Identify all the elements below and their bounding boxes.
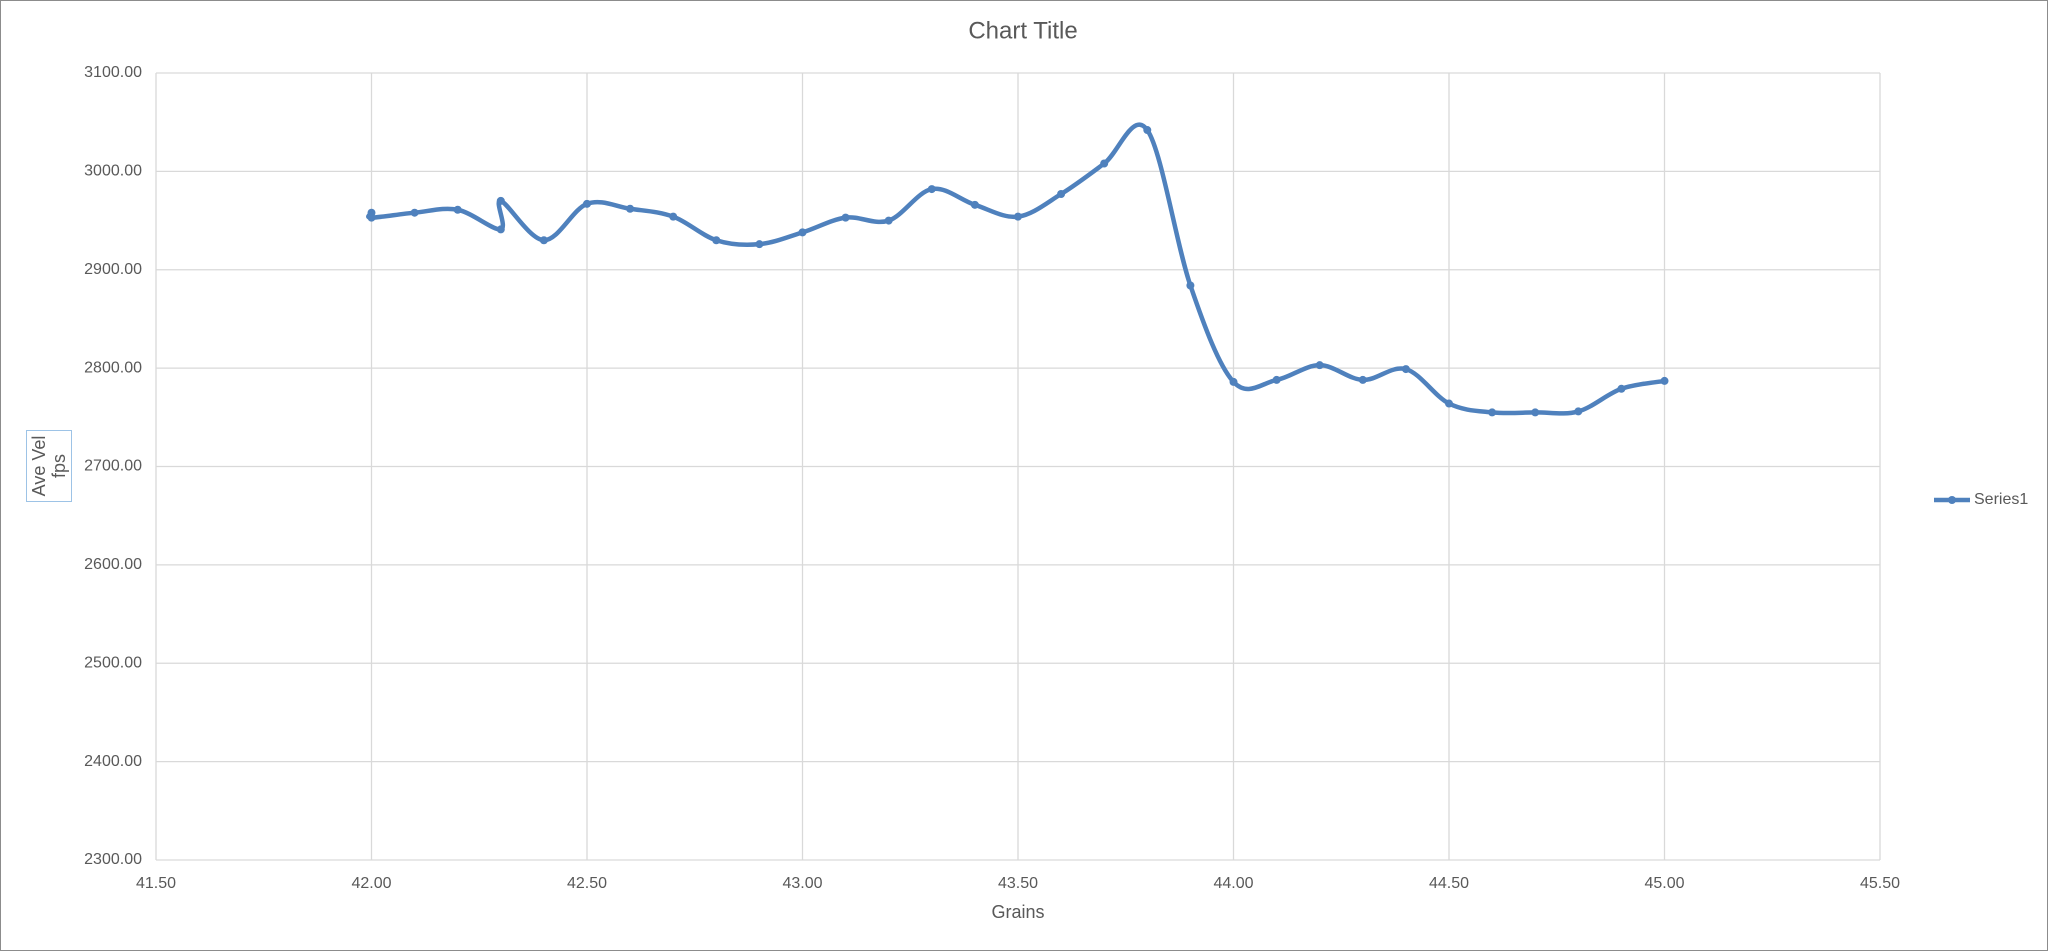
x-tick-label: 41.50 bbox=[136, 875, 176, 892]
legend-marker bbox=[1948, 496, 1956, 504]
data-point bbox=[1445, 399, 1453, 408]
data-point bbox=[410, 208, 419, 217]
data-point bbox=[1358, 375, 1367, 384]
data-point bbox=[1401, 365, 1410, 374]
y-tick-label: 3100.00 bbox=[84, 64, 142, 81]
data-point bbox=[496, 225, 505, 234]
data-point bbox=[712, 236, 721, 245]
data-point bbox=[1488, 408, 1497, 417]
data-point bbox=[970, 200, 979, 209]
x-tick-label: 43.50 bbox=[998, 875, 1038, 892]
y-tick-label: 2900.00 bbox=[84, 261, 142, 278]
data-point bbox=[1617, 384, 1626, 393]
chart-title: Chart Title bbox=[968, 17, 1077, 44]
y-tick-label: 3000.00 bbox=[84, 163, 142, 180]
x-tick-label: 45.00 bbox=[1644, 875, 1684, 892]
data-point bbox=[798, 228, 807, 237]
x-axis-title: Grains bbox=[991, 902, 1044, 922]
data-point bbox=[1574, 407, 1583, 416]
data-point bbox=[1100, 159, 1109, 168]
x-tick-label: 42.50 bbox=[567, 875, 607, 892]
data-point bbox=[367, 213, 376, 222]
data-point bbox=[626, 204, 635, 213]
data-point bbox=[453, 205, 462, 214]
data-point bbox=[927, 185, 936, 194]
y-tick-label: 2700.00 bbox=[84, 458, 142, 475]
y-axis-title: Ave Vel fps bbox=[26, 430, 72, 502]
x-tick-label: 45.50 bbox=[1860, 875, 1900, 892]
y-tick-label: 2300.00 bbox=[84, 851, 142, 868]
series-line bbox=[366, 122, 1665, 416]
x-tick-label: 42.00 bbox=[351, 875, 391, 892]
data-point bbox=[1660, 376, 1669, 385]
data-point bbox=[1229, 377, 1238, 386]
data-point bbox=[1143, 126, 1152, 135]
x-tick-label: 44.50 bbox=[1429, 875, 1469, 892]
data-point bbox=[841, 213, 850, 222]
x-tick-label: 43.00 bbox=[782, 875, 822, 892]
data-point bbox=[669, 212, 678, 221]
data-point bbox=[1014, 212, 1022, 221]
x-tick-label: 44.00 bbox=[1213, 875, 1253, 892]
data-point bbox=[1057, 190, 1066, 199]
data-point bbox=[1186, 281, 1195, 290]
data-point bbox=[1531, 408, 1540, 417]
legend-label: Series1 bbox=[1974, 491, 2028, 508]
y-tick-label: 2800.00 bbox=[84, 359, 142, 376]
data-point bbox=[583, 199, 591, 208]
data-point bbox=[755, 240, 764, 249]
data-point bbox=[1272, 375, 1281, 384]
data-point bbox=[1315, 361, 1324, 370]
y-tick-label: 2500.00 bbox=[84, 654, 142, 671]
y-tick-label: 2400.00 bbox=[84, 753, 142, 770]
y-tick-label: 2600.00 bbox=[84, 556, 142, 573]
data-point bbox=[884, 216, 893, 225]
data-point bbox=[539, 236, 548, 245]
data-point bbox=[496, 196, 505, 205]
